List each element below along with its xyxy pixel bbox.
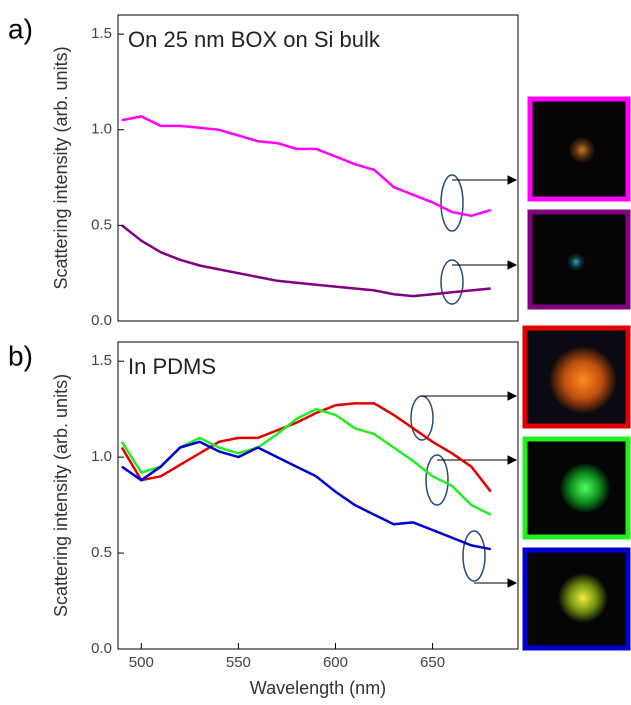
y-tick-label: 1.5 [91, 352, 112, 369]
ellipse [440, 174, 464, 232]
arrow-head [507, 578, 518, 588]
series-line [121, 115, 492, 218]
ellipse [462, 530, 486, 582]
y-tick-label: 1.0 [91, 448, 112, 465]
x-tick-label: 650 [420, 654, 445, 671]
arrow-head [507, 391, 518, 401]
plot-frame [117, 341, 519, 650]
arrow-head [507, 260, 518, 270]
plot-title: On 25 nm BOX on Si bulk [128, 27, 381, 52]
arrow-head [507, 455, 518, 465]
x-axis-label: Wavelength (nm) [250, 678, 386, 698]
spot [559, 462, 611, 514]
series-line [121, 440, 492, 551]
spot [558, 573, 608, 623]
y-tick-label: 0.0 [91, 312, 112, 329]
spot [566, 252, 586, 272]
series-line [120, 407, 492, 516]
series-line [121, 224, 491, 298]
y-tick-label: 1.0 [91, 121, 112, 138]
y-tick-label: 0.0 [91, 640, 112, 657]
y-tick-label: 0.5 [91, 544, 112, 561]
plot-frame [117, 14, 519, 322]
particle-images [522, 96, 631, 651]
image-magenta [527, 96, 631, 202]
panel-label: a) [8, 13, 33, 44]
y-tick-label: 1.5 [91, 25, 112, 42]
panel-label: b) [8, 340, 33, 371]
arrows [422, 175, 518, 588]
x-tick-label: 600 [323, 654, 348, 671]
annotations [410, 174, 486, 582]
spot [568, 136, 596, 164]
ellipse [425, 454, 449, 506]
y-axis-label: Scattering intensity (arb. units) [51, 46, 71, 289]
plot-title: In PDMS [128, 354, 216, 379]
x-tick-label: 500 [129, 654, 154, 671]
spot [549, 346, 617, 414]
series-line [120, 402, 492, 493]
ellipse [440, 259, 464, 305]
x-tick-label: 550 [226, 654, 251, 671]
y-tick-label: 0.5 [91, 216, 112, 233]
y-axis-label: Scattering intensity (arb. units) [51, 374, 71, 617]
arrow-head [507, 175, 518, 185]
